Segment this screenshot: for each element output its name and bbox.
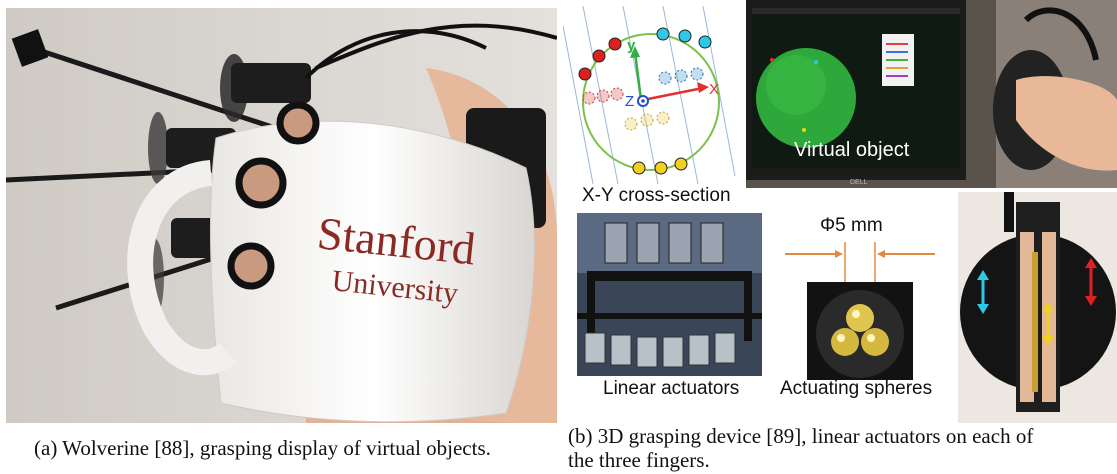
axis-y-label: y (627, 37, 636, 54)
axis-z-label: Z (625, 93, 634, 110)
axis-x-label: X (709, 81, 719, 98)
device-side-photo (958, 192, 1117, 423)
wolverine-illustration: Stanford University (6, 8, 557, 423)
monitor-photo: DELL Virtual object (746, 0, 1117, 188)
wolverine-photo: Stanford University (6, 8, 557, 423)
virtual-object-label: Virtual object (794, 139, 910, 161)
actuating-spheres-label: Actuating spheres (780, 378, 933, 399)
caption-b-line1: (b) 3D grasping device [89], linear actu… (568, 424, 1034, 448)
actuating-spheres-photo (785, 242, 935, 380)
monitor-brand: DELL (850, 179, 868, 186)
linear-actuators-photo (577, 213, 762, 376)
caption-b-line2: the three fingers. (568, 448, 710, 472)
linear-actuators-label: Linear actuators (603, 378, 740, 399)
cross-section-label: X-Y cross-section (582, 185, 731, 206)
cross-section-diagram: y X Z (563, 6, 741, 184)
caption-a: (a) Wolverine [88], grasping display of … (34, 436, 491, 460)
diameter-label: Φ5 mm (820, 215, 883, 236)
